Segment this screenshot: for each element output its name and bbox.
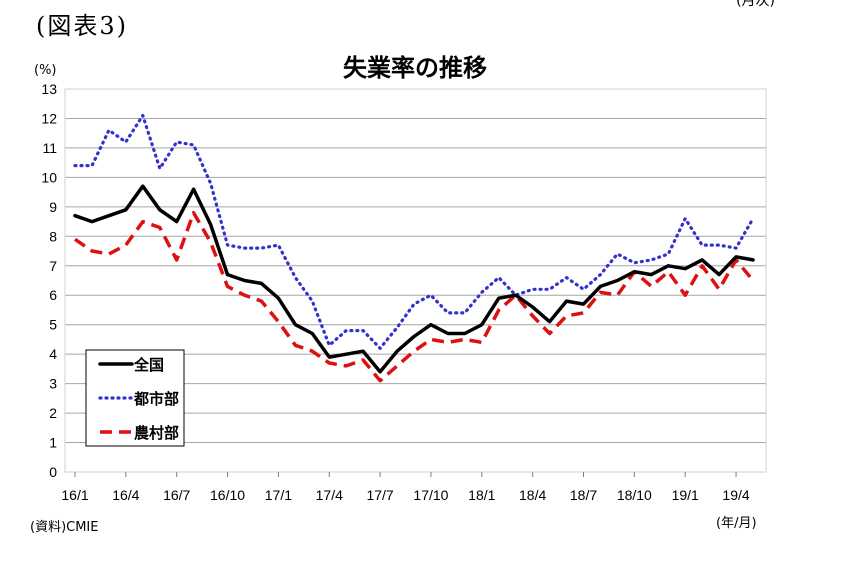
x-tick-label: 19/4	[722, 487, 749, 503]
x-tick-label: 17/10	[413, 487, 448, 503]
legend-label: 全国	[133, 356, 164, 374]
x-tick-label: 18/7	[570, 487, 597, 503]
y-tick-label: 9	[49, 199, 57, 215]
legend-label: 都市部	[133, 390, 179, 408]
source-note: (資料)CMIE	[30, 520, 99, 535]
y-tick-label: 1	[49, 435, 57, 451]
y-tick-label: 3	[49, 376, 57, 392]
y-tick-label: 8	[49, 228, 57, 244]
series-line-1	[73, 113, 755, 350]
figure-label: (図表3)	[36, 12, 128, 40]
x-axis-unit: (年/月)	[716, 516, 757, 531]
x-tick-label: 18/10	[617, 487, 652, 503]
x-tick-label: 17/7	[366, 487, 393, 503]
y-axis-unit: (%)	[34, 63, 57, 78]
series-line-0	[73, 184, 755, 374]
x-tick-label: 18/4	[519, 487, 546, 503]
x-tick-label: 16/7	[163, 487, 190, 503]
y-tick-label: 6	[49, 287, 57, 303]
y-tick-label: 4	[49, 346, 57, 362]
x-tick-label: 16/10	[210, 487, 245, 503]
y-tick-label: 2	[49, 405, 57, 421]
series-line-2	[74, 210, 755, 383]
y-tick-label: 0	[49, 464, 57, 480]
x-tick-labels: 16/1 16/4 16/7 16/10 17/1 17/4 17/7 17/10 18/1 18…	[61, 472, 750, 503]
plot-border	[64, 88, 767, 473]
y-tick-label: 11	[42, 140, 57, 156]
y-tick-label: 13	[41, 81, 57, 97]
y-tick-label: 12	[41, 110, 57, 126]
series-lines	[73, 113, 755, 383]
gridlines	[64, 88, 767, 473]
y-tick-label: 7	[49, 258, 57, 274]
legend-label: 農村部	[134, 424, 179, 442]
x-tick-label: 17/4	[316, 487, 343, 503]
frequency-label: (月次)	[736, 0, 775, 9]
y-tick-label: 5	[49, 317, 57, 333]
x-tick-label: 16/4	[112, 487, 139, 503]
x-tick-label: 16/1	[61, 487, 88, 503]
x-tick-label: 17/1	[265, 487, 292, 503]
chart-title: 失業率の推移	[343, 54, 487, 82]
y-tick-label: 10	[41, 169, 57, 185]
x-tick-label: 18/1	[468, 487, 495, 503]
x-tick-label: 19/1	[672, 487, 699, 503]
